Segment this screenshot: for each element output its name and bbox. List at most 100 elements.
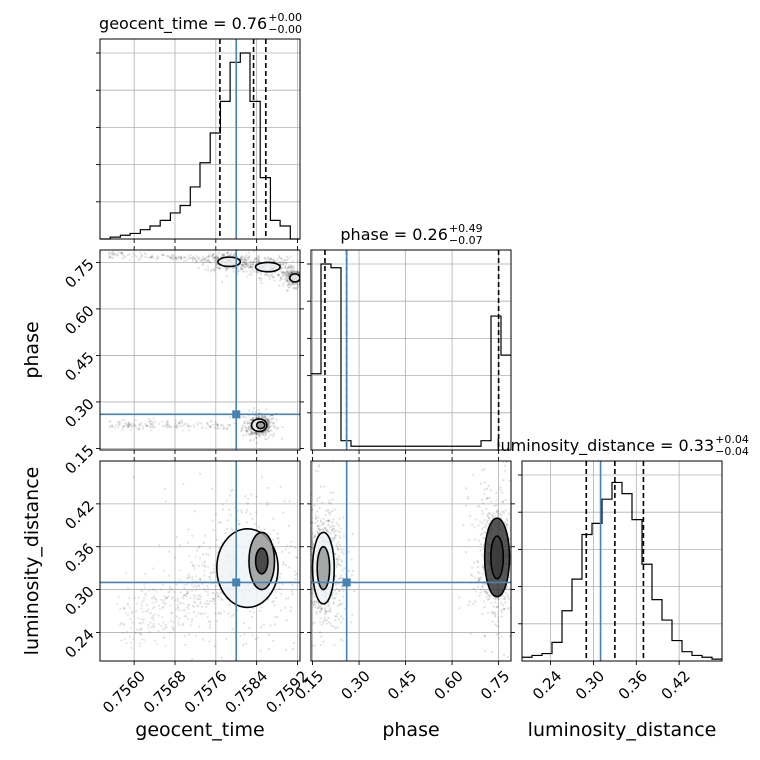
sample-point (473, 561, 476, 564)
sample-point (208, 640, 211, 643)
sample-point (279, 277, 283, 280)
sample-point (214, 420, 217, 424)
sample-point (478, 594, 481, 597)
sample-point (307, 626, 309, 628)
sample-point (287, 266, 290, 270)
sample-point (246, 422, 249, 425)
sample-point (272, 538, 275, 541)
sample-point (186, 592, 189, 595)
sample-point (252, 267, 256, 270)
sample-point (155, 600, 158, 603)
sample-point (241, 268, 245, 271)
sample-point (193, 256, 196, 259)
sample-point (325, 519, 328, 523)
sample-point (260, 529, 263, 532)
sample-point (217, 612, 220, 615)
sample-point (265, 432, 268, 435)
sample-point (478, 572, 481, 575)
sample-point (251, 410, 254, 414)
sample-point (149, 426, 152, 429)
sample-point (308, 550, 310, 552)
sample-point (351, 613, 354, 617)
sample-point (336, 587, 339, 590)
sample-point (264, 417, 267, 420)
sample-point (197, 584, 200, 587)
sample-point (487, 597, 490, 601)
sample-point (280, 271, 284, 274)
sample-point (140, 618, 143, 621)
sample-point (336, 547, 339, 550)
sample-point (256, 433, 259, 436)
sample-point (208, 253, 211, 256)
sample-point (153, 426, 156, 429)
sample-point (269, 433, 272, 436)
sample-point (212, 597, 216, 600)
sample-point (486, 515, 489, 518)
sample-point (229, 489, 233, 492)
sample-point (287, 273, 290, 277)
sample-point (113, 426, 117, 429)
sample-point (242, 260, 245, 263)
sample-point (246, 422, 249, 425)
sample-point (514, 524, 516, 526)
sample-point (127, 423, 131, 426)
sample-point (182, 602, 185, 605)
sample-point (261, 416, 264, 420)
sample-point (303, 280, 305, 282)
sample-point (325, 610, 328, 613)
sample-point (150, 422, 153, 426)
sample-point (293, 270, 296, 274)
sample-point (210, 419, 213, 422)
sample-point (239, 429, 242, 433)
sample-point (203, 574, 206, 577)
sample-point (476, 566, 480, 569)
sample-point (281, 262, 285, 266)
sample-point (294, 573, 297, 576)
sample-point (275, 418, 278, 421)
title-text: luminosity_distance = 0.33 (496, 436, 714, 456)
title-luminosity-distance: luminosity_distance = 0.33 +0.04−0.04 (496, 433, 749, 458)
sample-point (193, 597, 196, 600)
sample-point (152, 424, 155, 428)
sample-point (308, 542, 310, 544)
sample-point (158, 623, 161, 626)
sample-point (526, 505, 528, 507)
sample-point (242, 263, 245, 267)
y-axis-label: phase (21, 321, 43, 378)
sample-point (255, 495, 258, 498)
sample-point (498, 636, 501, 639)
sample-point (165, 596, 168, 600)
sample-point (216, 426, 219, 430)
sample-point (119, 607, 122, 611)
sample-point (294, 578, 297, 581)
sample-point (215, 266, 218, 269)
sample-point (255, 441, 258, 445)
contour-level (288, 273, 300, 283)
sample-point (125, 642, 128, 645)
sample-point (219, 596, 222, 599)
sample-point (249, 266, 252, 269)
sample-point (322, 517, 325, 521)
sample-point (503, 607, 506, 611)
sample-point (485, 592, 488, 595)
sample-point (514, 517, 516, 519)
sample-point (523, 526, 525, 528)
sample-point (232, 267, 235, 270)
sample-point (504, 601, 507, 604)
sample-point (320, 608, 323, 611)
sample-point (198, 472, 202, 475)
sample-point (150, 597, 153, 600)
sample-point (247, 262, 250, 265)
sample-point (229, 254, 232, 257)
sample-point (272, 639, 275, 643)
sample-point (343, 567, 346, 570)
sample-point (294, 286, 298, 289)
sample-point (177, 256, 181, 259)
sample-point (497, 631, 500, 635)
sample-point (282, 262, 285, 265)
sample-point (176, 603, 179, 606)
sample-point (324, 528, 327, 531)
sample-point (276, 532, 279, 535)
sample-point (171, 620, 175, 624)
sample-point (128, 635, 132, 638)
